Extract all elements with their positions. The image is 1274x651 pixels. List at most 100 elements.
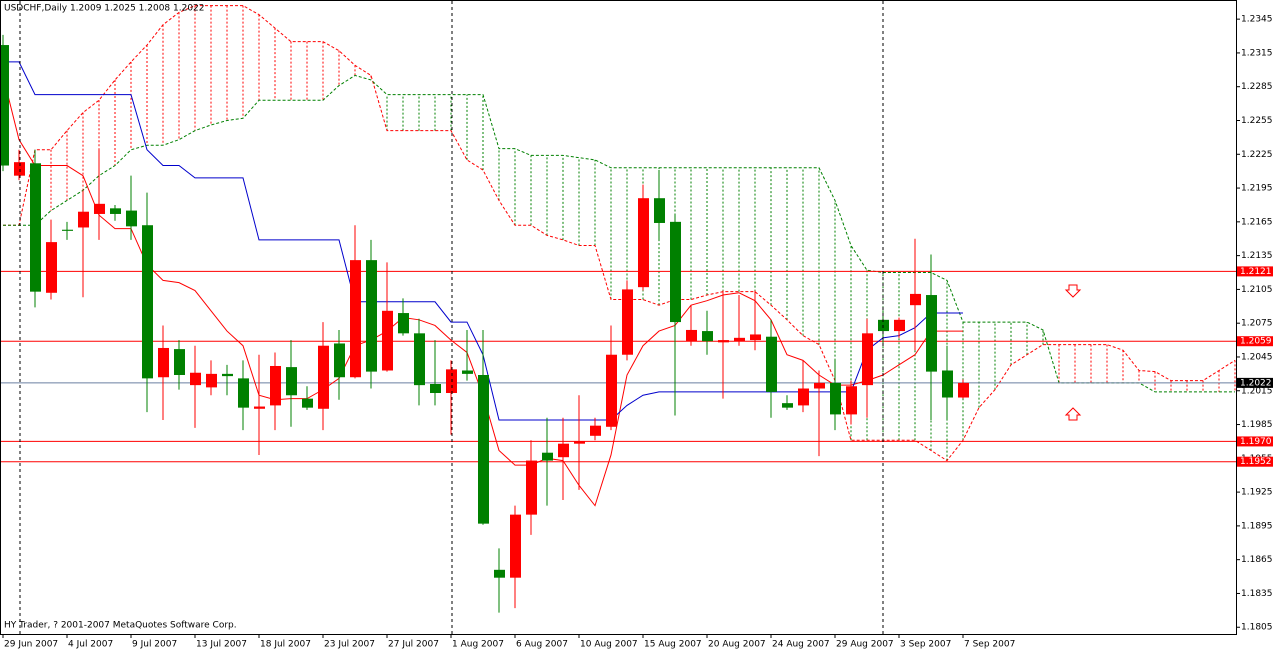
candle-body: [862, 333, 873, 386]
candle-body: [254, 406, 265, 409]
x-tick-label: 15 Aug 2007: [644, 640, 702, 650]
y-tick-label: 1.1925: [1241, 488, 1273, 498]
candle-body: [926, 295, 937, 372]
candle-body: [126, 210, 137, 227]
candle-body: [414, 333, 425, 386]
candle-body: [142, 225, 153, 379]
candle-body: [558, 443, 569, 458]
candle-body: [526, 460, 537, 515]
candle-body: [670, 221, 681, 323]
x-tick-label: 6 Aug 2007: [516, 640, 568, 650]
candle-body: [174, 349, 185, 375]
candle-body: [158, 347, 169, 378]
x-tick-label: 4 Jul 2007: [68, 640, 113, 650]
y-tick-label: 1.2315: [1241, 48, 1273, 58]
candle-body: [718, 340, 729, 343]
candle-body: [830, 382, 841, 415]
candle-body: [942, 370, 953, 398]
x-tick-label: 1 Aug 2007: [452, 640, 504, 650]
candle-body: [30, 163, 41, 292]
candle-body: [462, 370, 473, 374]
candle-body: [110, 208, 121, 214]
y-tick-label: 1.2255: [1241, 116, 1273, 126]
level-label-box: [1237, 436, 1273, 447]
cloud-edge: [3, 74, 1235, 393]
candle-body: [846, 386, 857, 415]
y-tick-label: 1.1895: [1241, 521, 1273, 531]
x-tick-label: 9 Jul 2007: [132, 640, 177, 650]
candle-body: [366, 260, 377, 372]
x-tick-label: 29 Jun 2007: [4, 640, 58, 650]
footer: HY Trader, ? 2001-2007 MetaQuotes Softwa…: [4, 621, 237, 631]
y-tick-label: 1.2075: [1241, 319, 1273, 329]
candle-body: [190, 372, 201, 386]
x-tick-label: 13 Jul 2007: [196, 640, 247, 650]
x-tick-label: 18 Jul 2007: [260, 640, 311, 650]
buy-arrow: [1064, 407, 1082, 421]
candle-body: [606, 354, 617, 427]
candle-body: [382, 310, 393, 371]
candle-body: [750, 334, 761, 341]
last-price-label: 1.2022: [1240, 378, 1272, 388]
candle-body: [46, 242, 57, 293]
level-label: 1.2059: [1240, 337, 1272, 347]
candle-body: [638, 198, 649, 288]
candle-body: [478, 374, 489, 524]
candle-body: [334, 343, 345, 378]
candle-body: [222, 373, 233, 377]
candle-body: [910, 293, 921, 306]
level-label-box: [1237, 266, 1273, 277]
level-label: 1.1952: [1240, 457, 1272, 467]
candle-body: [622, 289, 633, 355]
last-price-box: [1237, 377, 1273, 388]
candle-body: [958, 382, 969, 398]
candle-body: [542, 452, 553, 461]
x-tick-label: 27 Jul 2007: [388, 640, 439, 650]
x-tick-label: 23 Jul 2007: [324, 640, 375, 650]
x-tick-label: 20 Aug 2007: [708, 640, 766, 650]
candle-body: [62, 229, 73, 231]
candle-body: [654, 198, 665, 223]
candle-body: [302, 398, 313, 408]
y-tick-label: 1.2135: [1241, 251, 1273, 261]
candle-body: [286, 367, 297, 396]
y-tick-label: 1.2105: [1241, 285, 1273, 295]
candle-body: [494, 569, 505, 578]
plot-border: [0, 0, 1237, 635]
candle-body: [14, 162, 25, 176]
y-tick-label: 1.1865: [1241, 555, 1273, 565]
candle-body: [766, 336, 777, 392]
plot-area: [0, 5, 1236, 613]
candle-body: [702, 331, 713, 342]
candle-body: [94, 203, 105, 214]
candle-body: [430, 384, 441, 394]
x-tick-label: 24 Aug 2007: [772, 640, 830, 650]
candle-body: [0, 45, 9, 166]
candle-body: [238, 378, 249, 408]
level-label: 1.2121: [1240, 267, 1272, 277]
x-tick-label: 3 Sep 2007: [900, 640, 951, 650]
chart-title: USDCHF,Daily 1.2009 1.2025 1.2008 1.2022: [4, 4, 205, 14]
level-label-box: [1237, 456, 1273, 467]
candle-body: [318, 345, 329, 409]
x-tick-label: 7 Sep 2007: [964, 640, 1015, 650]
y-tick-label: 1.2045: [1241, 352, 1273, 362]
candle-body: [814, 382, 825, 389]
y-tick-label: 1.1805: [1241, 623, 1273, 633]
candle-body: [686, 329, 697, 342]
y-tick-label: 1.2015: [1241, 386, 1273, 396]
candle-body: [894, 319, 905, 332]
x-tick-label: 29 Aug 2007: [836, 640, 894, 650]
candle-body: [734, 337, 745, 342]
candle-body: [398, 313, 409, 334]
y-tick-label: 1.2345: [1241, 15, 1273, 25]
y-tick-label: 1.1835: [1241, 589, 1273, 599]
x-tick-label: 10 Aug 2007: [580, 640, 638, 650]
y-tick-label: 1.2195: [1241, 184, 1273, 194]
level-label-box: [1237, 336, 1273, 347]
candle-body: [782, 403, 793, 408]
y-tick-label: 1.2165: [1241, 217, 1273, 227]
